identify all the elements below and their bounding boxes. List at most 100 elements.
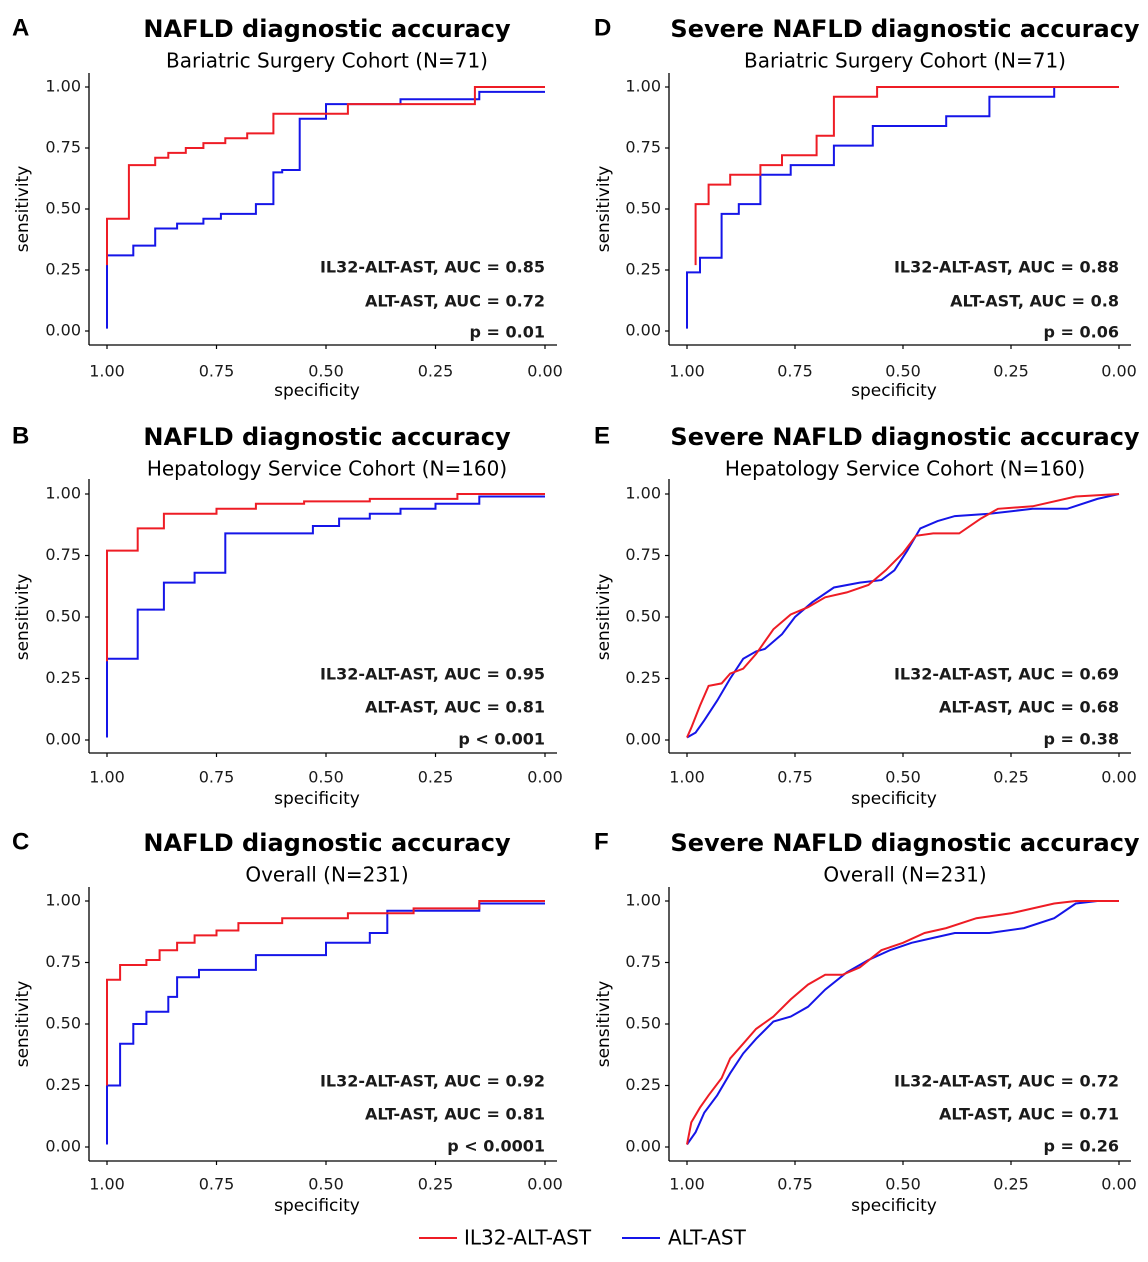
panel-letter: A (12, 14, 29, 41)
x-tick-label: 0.00 (527, 362, 563, 381)
x-tick-label: 0.50 (308, 1175, 344, 1194)
x-tick-label: 0.25 (418, 362, 454, 381)
roc-curve-il32-alt-ast (106, 900, 545, 1086)
y-tick-label: 0.50 (625, 199, 661, 218)
x-tick-label: 0.50 (308, 362, 344, 381)
panel-letter: B (12, 422, 29, 449)
y-tick-label: 0.25 (625, 1075, 661, 1094)
panel-title: Severe NAFLD diagnostic accuracy (670, 829, 1139, 857)
y-tick-label: 0.75 (45, 138, 81, 157)
panel-letter: D (594, 14, 611, 41)
panel-title: NAFLD diagnostic accuracy (143, 423, 511, 451)
roc-curve-il32-alt-ast (106, 493, 545, 662)
auc-annotation: ALT-AST, AUC = 0.71 (939, 1105, 1119, 1124)
x-axis-title: specificity (274, 789, 360, 809)
x-tick-label: 1.00 (669, 362, 705, 381)
panel-subtitle: Overall (N=231) (823, 863, 986, 887)
x-tick-label: 0.75 (199, 362, 235, 381)
x-axis-title: specificity (274, 1196, 360, 1216)
auc-annotation: ALT-AST, AUC = 0.81 (365, 1105, 545, 1124)
panel-subtitle: Bariatric Surgery Cohort (N=71) (166, 49, 488, 73)
auc-annotation: IL32-ALT-AST, AUC = 0.69 (894, 665, 1119, 684)
roc-curve-il32-alt-ast (686, 900, 1119, 1145)
panel-f: F Severe NAFLD diagnostic accuracy Overall… (594, 828, 1140, 1216)
roc-curve-il32-alt-ast (686, 493, 1120, 738)
x-tick-label: 0.25 (418, 1175, 454, 1194)
y-tick-label: 0.00 (45, 1137, 81, 1156)
y-axis-title: sensitivity (13, 981, 33, 1068)
x-tick-label: 0.00 (1101, 1175, 1137, 1194)
y-tick-label: 0.75 (625, 138, 661, 157)
panel-subtitle: Hepatology Service Cohort (N=160) (725, 457, 1085, 481)
x-axis-title: specificity (851, 381, 937, 401)
x-axis-title: specificity (851, 789, 937, 809)
y-tick-label: 1.00 (625, 77, 661, 96)
y-axis-title: sensitivity (594, 574, 614, 661)
y-tick-label: 0.25 (625, 260, 661, 279)
auc-annotation: p = 0.06 (1044, 323, 1119, 342)
panel-d: D Severe NAFLD diagnostic accuracy Bariatr… (594, 14, 1140, 401)
y-tick-label: 0.00 (45, 730, 81, 749)
panel-title: Severe NAFLD diagnostic accuracy (670, 15, 1139, 43)
x-tick-label: 0.50 (308, 768, 344, 787)
auc-annotation: IL32-ALT-AST, AUC = 0.85 (320, 258, 545, 277)
x-axis-title: specificity (274, 381, 360, 401)
y-tick-label: 0.00 (625, 730, 661, 749)
y-tick-label: 0.25 (45, 668, 81, 687)
panel-a: A NAFLD diagnostic accuracy Bariatric Surg… (12, 14, 563, 401)
panel-b: B NAFLD diagnostic accuracy Hepatology Ser… (12, 422, 563, 809)
x-tick-label: 0.25 (993, 768, 1029, 787)
x-tick-label: 1.00 (89, 768, 125, 787)
auc-annotation: IL32-ALT-AST, AUC = 0.88 (894, 258, 1119, 277)
x-tick-label: 0.50 (885, 1175, 921, 1194)
x-axis-title: specificity (851, 1196, 937, 1216)
panel-title: Severe NAFLD diagnostic accuracy (670, 423, 1139, 451)
y-tick-label: 0.25 (625, 668, 661, 687)
x-tick-label: 0.75 (199, 1175, 235, 1194)
x-tick-label: 0.00 (1101, 362, 1137, 381)
y-tick-label: 0.50 (625, 1014, 661, 1033)
roc-curve-il32-alt-ast (694, 86, 1119, 266)
x-tick-label: 0.75 (199, 768, 235, 787)
panel-subtitle: Bariatric Surgery Cohort (N=71) (744, 49, 1066, 73)
panel-title: NAFLD diagnostic accuracy (143, 829, 511, 857)
panel-letter: C (12, 828, 29, 855)
panel-title: NAFLD diagnostic accuracy (143, 15, 511, 43)
roc-curve-il32-alt-ast (106, 86, 545, 266)
y-axis-title: sensitivity (594, 981, 614, 1068)
x-tick-label: 0.25 (418, 768, 454, 787)
y-tick-label: 1.00 (45, 77, 81, 96)
auc-annotation: ALT-AST, AUC = 0.72 (365, 292, 545, 311)
y-tick-label: 1.00 (45, 484, 81, 503)
y-axis-title: sensitivity (13, 166, 33, 253)
roc-curve-alt-ast (686, 86, 1119, 329)
y-tick-label: 1.00 (625, 891, 661, 910)
x-tick-label: 0.25 (993, 362, 1029, 381)
panel-subtitle: Overall (N=231) (245, 863, 408, 887)
panel-e: E Severe NAFLD diagnostic accuracy Hepatol… (594, 422, 1140, 809)
legend: IL32-ALT-AST ALT-AST (419, 1226, 747, 1250)
x-tick-label: 0.50 (885, 768, 921, 787)
y-tick-label: 0.25 (45, 1075, 81, 1094)
auc-annotation: p < 0.001 (458, 730, 545, 749)
y-tick-label: 1.00 (625, 484, 661, 503)
auc-annotation: p = 0.01 (470, 323, 545, 342)
y-tick-label: 0.50 (45, 199, 81, 218)
x-tick-label: 0.00 (527, 1175, 563, 1194)
y-tick-label: 0.00 (625, 321, 661, 340)
y-tick-label: 0.75 (45, 545, 81, 564)
x-tick-label: 1.00 (89, 1175, 125, 1194)
x-tick-label: 0.75 (777, 362, 813, 381)
auc-annotation: p = 0.38 (1044, 730, 1119, 749)
y-tick-label: 0.50 (625, 607, 661, 626)
y-tick-label: 0.75 (45, 952, 81, 971)
x-tick-label: 0.00 (1101, 768, 1137, 787)
x-tick-label: 1.00 (669, 768, 705, 787)
y-tick-label: 0.25 (45, 260, 81, 279)
auc-annotation: IL32-ALT-AST, AUC = 0.72 (894, 1072, 1119, 1091)
panel-c: C NAFLD diagnostic accuracy Overall (N=231… (12, 828, 563, 1216)
y-tick-label: 1.00 (45, 891, 81, 910)
auc-annotation: p < 0.0001 (447, 1137, 545, 1156)
x-tick-label: 0.25 (993, 1175, 1029, 1194)
